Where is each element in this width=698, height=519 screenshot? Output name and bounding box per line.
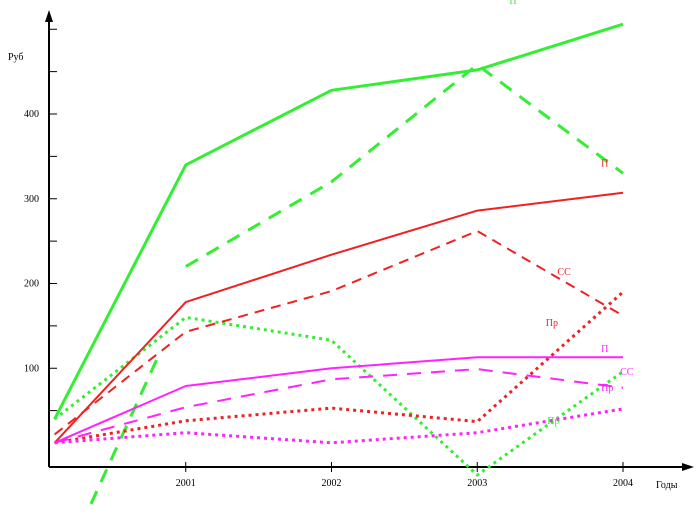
series-annotation: П (601, 344, 608, 355)
y-tick-label: 200 (24, 279, 39, 290)
y-axis-label: Руб (8, 52, 24, 63)
series-line-dotted (54, 290, 624, 445)
x-tick-label: 2003 (467, 478, 487, 489)
y-tick-label: 100 (24, 363, 39, 374)
series-line-dashed (53, 230, 624, 436)
y-tick-label: 300 (24, 194, 39, 205)
series-lines (53, 22, 624, 505)
series-line-solid (54, 356, 623, 444)
series-labels: П П СС Пр П СС Пр Пр (509, 0, 633, 427)
series-line-solid (53, 191, 624, 444)
series-annotation: П (601, 159, 608, 170)
series-annotation: Пр (601, 383, 613, 394)
series-annotation: Пр (546, 318, 558, 329)
series-line-dashed (185, 63, 624, 268)
series-annotation: П (509, 0, 516, 7)
axes: 100 200 300 400 2001 2002 2003 2004 (24, 10, 694, 489)
x-axis-arrow (682, 463, 694, 471)
y-axis-arrow (45, 10, 53, 22)
x-tick-label: 2001 (176, 478, 196, 489)
y-tick-label: 400 (24, 109, 39, 120)
x-axis-label: Годы (656, 480, 678, 491)
series-line-dotted (53, 315, 624, 477)
series-line-dotted (54, 407, 624, 445)
series-annotation: СС (557, 267, 571, 278)
series-annotation: СС (620, 367, 634, 378)
x-tick-label: 2004 (613, 478, 633, 489)
series-line-solid (53, 22, 624, 420)
series-annotation: Пр (547, 416, 559, 427)
x-tick-label: 2002 (322, 478, 342, 489)
